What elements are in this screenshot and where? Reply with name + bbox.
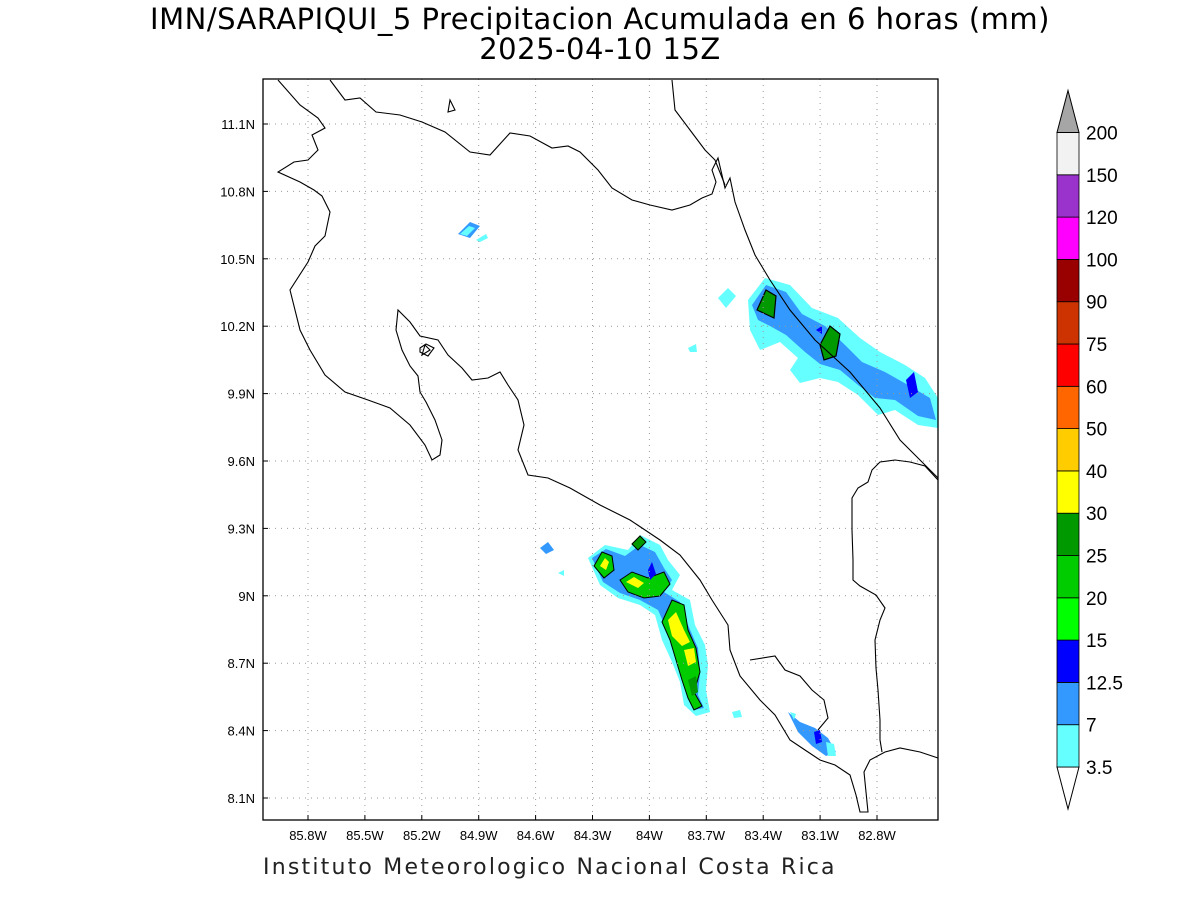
colorbar-level-label: 15 [1086, 631, 1107, 652]
colorbar-level-label: 12.5 [1086, 673, 1123, 694]
lat-tick-label: 9.6N [228, 454, 255, 469]
colorbar-level-label: 7 [1086, 716, 1097, 737]
coast-small [421, 343, 431, 357]
lon-tick-label: 84.3W [574, 828, 612, 843]
colorbar-lower-arrow [1056, 766, 1080, 811]
colorbar-level-label: 30 [1086, 504, 1107, 525]
colorbar-level-label: 200 [1086, 124, 1118, 145]
map-subtitle-date: 2025-04-10 15Z [479, 32, 721, 66]
lon-tick-label: 85.8W [289, 828, 327, 843]
precipitation-areas [458, 222, 938, 756]
colorbar-level-label: 20 [1086, 589, 1107, 610]
colorbar-level-label: 60 [1086, 377, 1107, 398]
latitude-labels: 11.1N 10.8N 10.5N 10.2N 9.9N 9.6N 9.3N 9N 8.7N 8.… [220, 117, 255, 806]
lon-tick-label: 83.1W [801, 828, 839, 843]
colorbar-swatch [1056, 639, 1080, 683]
precip-cluster-north [458, 222, 488, 242]
lon-tick-label: 82.8W [858, 828, 896, 843]
lon-tick-label: 83.7W [688, 828, 726, 843]
colorbar-swatch [1056, 132, 1080, 176]
colorbar: 3.5 7 12.5 15 20 25 30 40 50 60 75 90 100 120 150 200 [1056, 88, 1123, 811]
lon-tick-label: 84.9W [460, 828, 498, 843]
footer-credit: Instituto Meteorologico Nacional Costa R… [263, 855, 837, 880]
colorbar-level-label: 150 [1086, 166, 1118, 187]
lat-tick-label: 8.1N [228, 791, 255, 806]
lon-tick-label: 83.4W [744, 828, 782, 843]
lon-tick-label: 84.6W [517, 828, 555, 843]
border-south [851, 459, 939, 753]
lat-tick-label: 9.3N [228, 521, 255, 536]
caribbean-coast [671, 79, 726, 186]
colorbar-swatch [1056, 428, 1080, 472]
colorbar-swatch [1056, 301, 1080, 345]
colorbar-swatch [1056, 258, 1080, 303]
lon-tick-label: 84W [636, 828, 663, 843]
colorbar-level-label: 40 [1086, 462, 1107, 483]
colorbar-swatch [1056, 385, 1080, 429]
colorbar-swatch [1056, 343, 1080, 387]
lat-tick-label: 8.7N [228, 656, 255, 671]
lat-tick-label: 9N [238, 589, 255, 604]
lat-tick-label: 8.4N [228, 724, 255, 739]
colorbar-level-label: 25 [1086, 547, 1107, 568]
colorbar-swatch [1056, 216, 1080, 260]
precip-cluster-caribbean-north [688, 278, 938, 428]
colorbar-swatch [1056, 682, 1080, 726]
colorbar-level-label: 50 [1086, 420, 1107, 441]
coastline-north [276, 79, 939, 813]
colorbar-swatch [1056, 470, 1080, 514]
colorbar-swatch [1056, 724, 1080, 768]
border-north [329, 79, 939, 479]
colorbar-level-label: 120 [1086, 208, 1118, 229]
colorbar-swatch [1056, 555, 1080, 599]
colorbar-level-label: 3.5 [1086, 758, 1112, 779]
lon-tick-label: 85.5W [346, 828, 384, 843]
peninsula [749, 655, 829, 731]
colorbar-upper-arrow [1056, 88, 1080, 133]
colorbar-level-label: 90 [1086, 293, 1107, 314]
map-title: IMN/SARAPIQUI_5 Precipitacion Acumulada … [150, 2, 1050, 36]
lat-tick-label: 10.2N [220, 319, 255, 334]
colorbar-swatch [1056, 174, 1080, 218]
lat-tick-label: 9.9N [228, 387, 255, 402]
longitude-labels: 85.8W 85.5W 85.2W 84.9W 84.6W 84.3W 84W 83.7W 83… [289, 828, 896, 843]
lat-tick-label: 10.8N [220, 184, 255, 199]
lon-tick-label: 85.2W [403, 828, 441, 843]
lat-tick-label: 10.5N [220, 252, 255, 267]
colorbar-swatch [1056, 512, 1080, 556]
colorbar-level-label: 100 [1086, 250, 1118, 271]
coastlines-borders [276, 79, 939, 813]
precip-cluster-pacific-south [540, 535, 836, 756]
colorbar-swatch [1056, 597, 1080, 641]
island-north [447, 98, 456, 113]
colorbar-level-label: 75 [1086, 335, 1107, 356]
lat-tick-label: 11.1N [221, 117, 255, 132]
map-gridlines [263, 79, 938, 820]
map-frame [262, 78, 939, 821]
